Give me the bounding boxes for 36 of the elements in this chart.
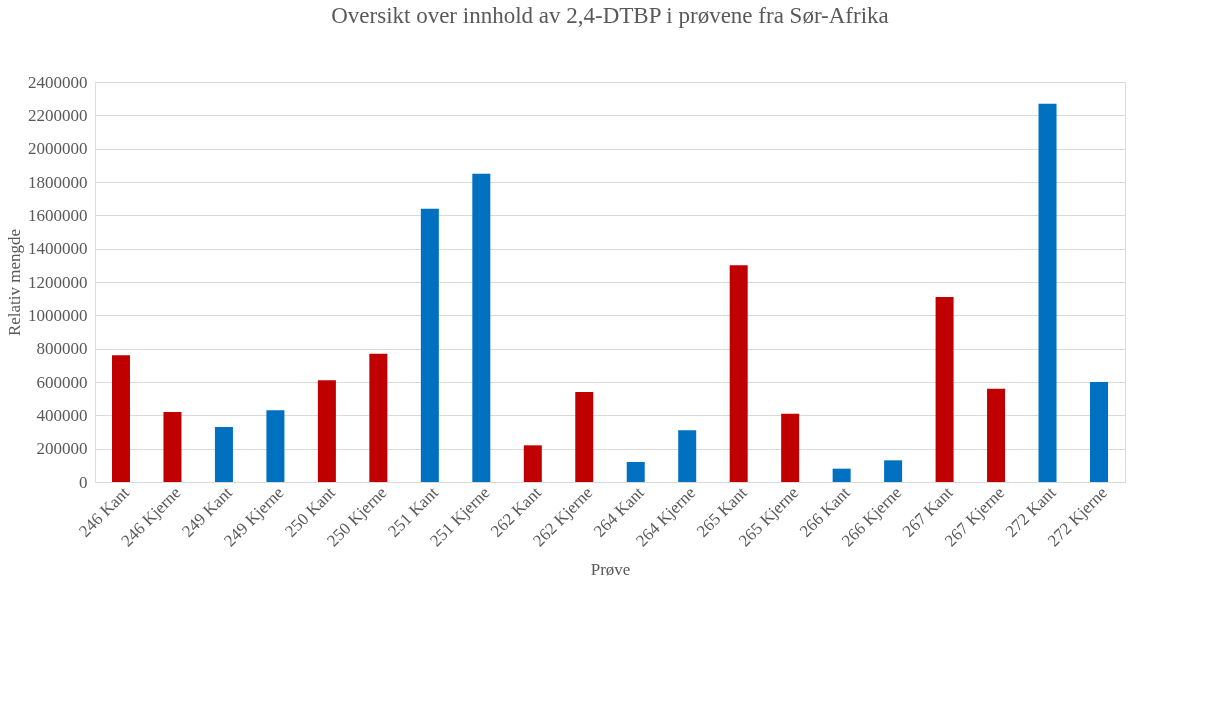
y-tick-label: 400000: [36, 405, 88, 425]
bar: [884, 460, 903, 482]
bar: [1038, 103, 1057, 482]
y-tick-label: 2400000: [28, 72, 88, 92]
bar: [678, 430, 697, 482]
bar: [781, 413, 800, 482]
bar: [317, 380, 336, 482]
bar: [214, 427, 233, 482]
bar: [1090, 382, 1109, 482]
chart-title: Oversikt over innhold av 2,4-DTBP i prøvene fra Sør-Afrika: [331, 3, 889, 28]
y-tick-label: 1000000: [28, 305, 88, 325]
bar: [575, 392, 594, 482]
bar: [111, 355, 130, 482]
y-tick-label: 1200000: [28, 272, 88, 292]
bar: [626, 462, 645, 482]
bar: [266, 410, 285, 482]
y-tick-label: 1800000: [28, 172, 88, 192]
y-tick-label: 0: [79, 472, 88, 492]
y-tick-label: 2200000: [28, 105, 88, 125]
y-tick-label: 2000000: [28, 139, 88, 159]
y-tick-label: 1400000: [28, 239, 88, 259]
y-tick-label: 1600000: [28, 205, 88, 225]
bar: [369, 353, 388, 482]
y-tick-label: 200000: [36, 439, 88, 459]
y-tick-label: 600000: [36, 372, 88, 392]
bar: [523, 445, 542, 482]
bar: [832, 468, 851, 482]
y-tick-label: 800000: [36, 339, 88, 359]
bar: [420, 208, 439, 482]
bar: [729, 265, 748, 482]
x-axis-title: Prøve: [590, 559, 631, 579]
bar: [987, 388, 1006, 482]
y-axis-title: Relativ mengde: [5, 228, 24, 337]
bar: [163, 412, 182, 482]
bar: [935, 297, 954, 482]
bar: [472, 173, 491, 482]
